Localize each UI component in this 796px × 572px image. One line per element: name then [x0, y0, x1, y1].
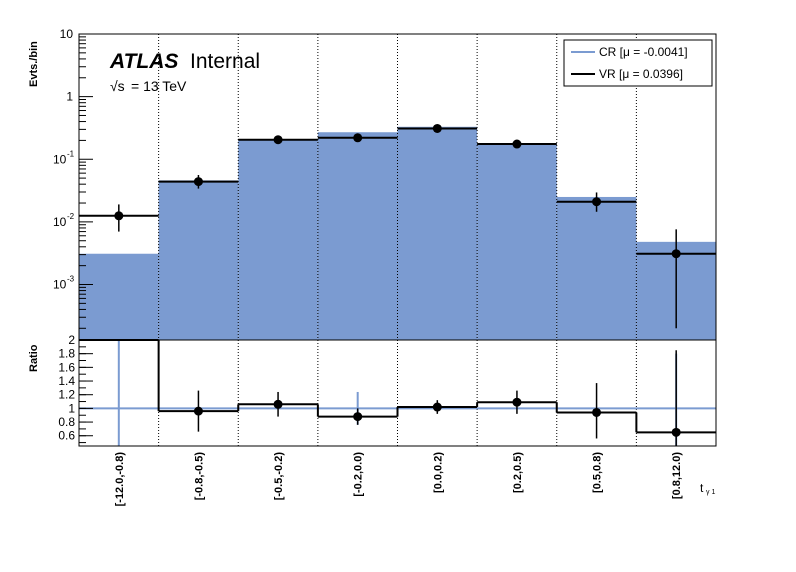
top-panel	[78, 33, 717, 341]
y-tick-exponent: -1	[67, 149, 75, 158]
x-category-label: [0.2,0.5)	[512, 452, 524, 493]
ratio-point	[671, 427, 681, 437]
x-axis-title-subscript: γ 1	[706, 489, 715, 496]
legend-box	[563, 39, 713, 87]
ratio-y-tick-label: 1.6	[58, 360, 75, 374]
y-axis-title-top: Evts./bin	[28, 41, 40, 87]
ratio-y-tick-label: 1.2	[58, 388, 75, 402]
vr-point	[114, 211, 124, 221]
y-tick-label: 1	[66, 90, 73, 104]
vr-point	[193, 177, 203, 187]
ratio-point	[592, 407, 602, 417]
ratio-y-tick-label: 1.8	[58, 347, 75, 361]
status-label: Internal	[190, 50, 260, 73]
ratio-point	[512, 397, 522, 407]
ratio-y-tick-label: 0.6	[58, 429, 75, 443]
cr-bar	[477, 143, 557, 340]
x-category-label: [-0.2,0.0)	[353, 452, 365, 497]
cr-bar	[397, 126, 478, 340]
x-category-label: [-12.0,-0.8)	[114, 452, 126, 507]
vr-point	[512, 139, 522, 149]
ratio-point	[432, 402, 442, 412]
y-tick-label: 10	[53, 215, 67, 229]
y-tick-label: 10	[60, 27, 74, 41]
x-category-label: [-0.5,-0.2)	[273, 452, 285, 501]
vr-point	[671, 249, 681, 259]
energy-label: = 13 TeV	[131, 78, 187, 94]
ratio-y-tick-label: 0.8	[58, 415, 75, 429]
energy-sqrt-label: √s	[110, 78, 125, 94]
cr-bar	[317, 132, 398, 340]
ratio-y-tick-label: 2	[68, 333, 75, 347]
x-category-label: [0.5,0.8)	[592, 452, 604, 493]
cr-bar	[79, 253, 159, 340]
ratio-y-tick-label: 1	[68, 401, 75, 415]
ratio-point	[353, 412, 363, 422]
ratio-y-tick-label: 1.4	[58, 374, 75, 388]
y-tick-label: 10	[53, 152, 67, 166]
experiment-label: ATLAS	[109, 50, 178, 73]
x-category-label: [0.8,12.0)	[671, 452, 683, 499]
ratio-point	[193, 406, 203, 416]
x-category-label: [0.0,0.2)	[432, 452, 444, 493]
cr-bar	[158, 180, 239, 340]
legend-vr-label: VR [μ = 0.0396]	[599, 67, 683, 81]
cr-bar	[556, 196, 637, 340]
ratio-panel	[78, 339, 717, 447]
cr-bar	[238, 139, 318, 340]
ratio-point	[273, 399, 283, 409]
legend-cr-label: CR [μ = -0.0041]	[599, 45, 688, 59]
vr-point	[592, 197, 602, 207]
bottom-frame	[78, 339, 717, 447]
atlas-label: ATLAS Internal √s = 13 TeV	[109, 50, 260, 94]
y-tick-label: 10	[53, 278, 67, 292]
vr-point	[432, 123, 442, 133]
legend: CR [μ = -0.0041] VR [μ = 0.0396]	[563, 39, 713, 87]
vr-point	[353, 133, 363, 143]
x-category-label: [-0.8,-0.5)	[193, 452, 205, 501]
y-tick-exponent: -3	[67, 275, 75, 284]
vr-point	[273, 135, 283, 145]
y-tick-exponent: -2	[67, 212, 75, 221]
x-axis-title: t	[700, 481, 704, 495]
y-axis-title-bottom: Ratio	[28, 344, 40, 372]
